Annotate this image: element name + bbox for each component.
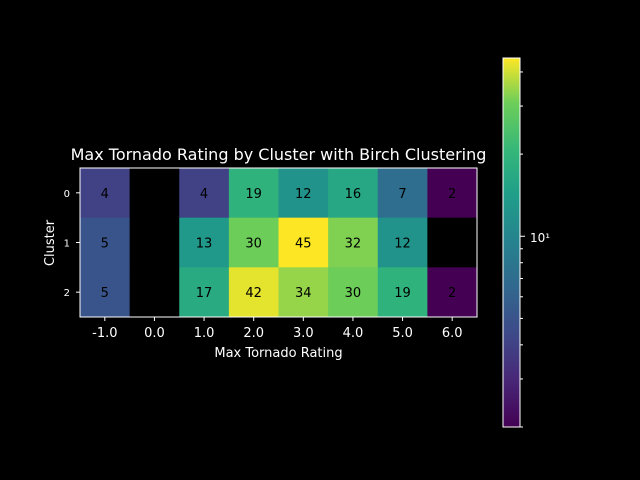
y-axis-label: Cluster — [43, 219, 58, 266]
heatmap-cell — [278, 168, 329, 219]
cell-value-label: 32 — [345, 237, 362, 252]
heatmap-cell — [328, 217, 379, 268]
heatmap-cell — [427, 168, 478, 219]
cell-value-label: 5 — [101, 237, 109, 252]
cell-value-label: 30 — [345, 286, 362, 301]
chart-title: Max Tornado Rating by Cluster with Birch… — [71, 145, 487, 164]
x-tick-label: -1.0 — [92, 326, 117, 341]
x-tick-label: 3.0 — [293, 326, 314, 341]
heatmap-cell — [179, 168, 230, 219]
x-tick-label: 1.0 — [194, 326, 215, 341]
y-tick-label: 2 — [64, 288, 70, 299]
cell-value-label: 5 — [101, 286, 109, 301]
x-axis-ticks: -1.0 0.0 1.0 2.0 3.0 4.0 5.0 6.0 — [92, 317, 463, 341]
x-tick-label: 6.0 — [442, 326, 463, 341]
x-tick-label: 5.0 — [392, 326, 413, 341]
heatmap-cell — [228, 267, 279, 318]
cell-value-label: 12 — [394, 237, 411, 252]
heatmap-cell — [328, 267, 379, 318]
cell-value-label: 30 — [245, 237, 262, 252]
heatmap-cell — [179, 267, 230, 318]
x-tick-label: 2.0 — [243, 326, 264, 341]
heatmap-cell — [129, 217, 180, 268]
x-tick-label: 4.0 — [343, 326, 364, 341]
heatmap-cell — [228, 168, 279, 219]
heatmap-cell — [228, 217, 279, 268]
heatmap-cell — [377, 217, 428, 268]
heatmap-cell — [377, 168, 428, 219]
colorbar-gradient — [502, 57, 521, 428]
colorbar: 10¹ — [502, 57, 550, 428]
heatmap-cell — [129, 168, 180, 219]
heatmap-cell — [80, 168, 131, 219]
y-tick-label: 0 — [64, 189, 70, 200]
y-tick-label: 1 — [64, 239, 70, 250]
x-tick-label: 0.0 — [144, 326, 165, 341]
heatmap-cell — [427, 267, 478, 318]
heatmap-cell — [328, 168, 379, 219]
cell-value-label: 2 — [448, 187, 456, 202]
cell-value-label: 34 — [295, 286, 312, 301]
cell-value-label: 19 — [245, 187, 262, 202]
heatmap-cell — [129, 267, 180, 318]
cell-value-label: 42 — [245, 286, 262, 301]
heatmap-cell — [377, 267, 428, 318]
y-axis-ticks: 0 1 2 — [64, 189, 80, 299]
cell-value-label: 12 — [295, 187, 312, 202]
heatmap-cell — [278, 217, 329, 268]
cell-value-label: 45 — [295, 237, 312, 252]
colorbar-ticks — [520, 71, 525, 428]
cell-value-label: 2 — [448, 286, 456, 301]
heatmap-cells: 4 4 19 12 16 7 2 5 13 30 45 32 12 5 17 42 34 30 19 2 — [80, 168, 478, 318]
cell-value-label: 7 — [398, 187, 406, 202]
cell-value-label: 19 — [394, 286, 411, 301]
colorbar-tick-label: 10¹ — [530, 231, 550, 245]
cell-value-label: 17 — [196, 286, 213, 301]
heatmap-cell — [179, 217, 230, 268]
heatmap-cell — [278, 267, 329, 318]
heatmap-cell — [80, 267, 131, 318]
cell-value-label: 4 — [200, 187, 208, 202]
cell-value-label: 16 — [345, 187, 362, 202]
cell-value-label: 4 — [101, 187, 109, 202]
x-axis-label: Max Tornado Rating — [214, 346, 342, 361]
heatmap-cell — [427, 217, 478, 268]
heatmap-cell — [80, 217, 131, 268]
cell-value-label: 13 — [196, 237, 213, 252]
